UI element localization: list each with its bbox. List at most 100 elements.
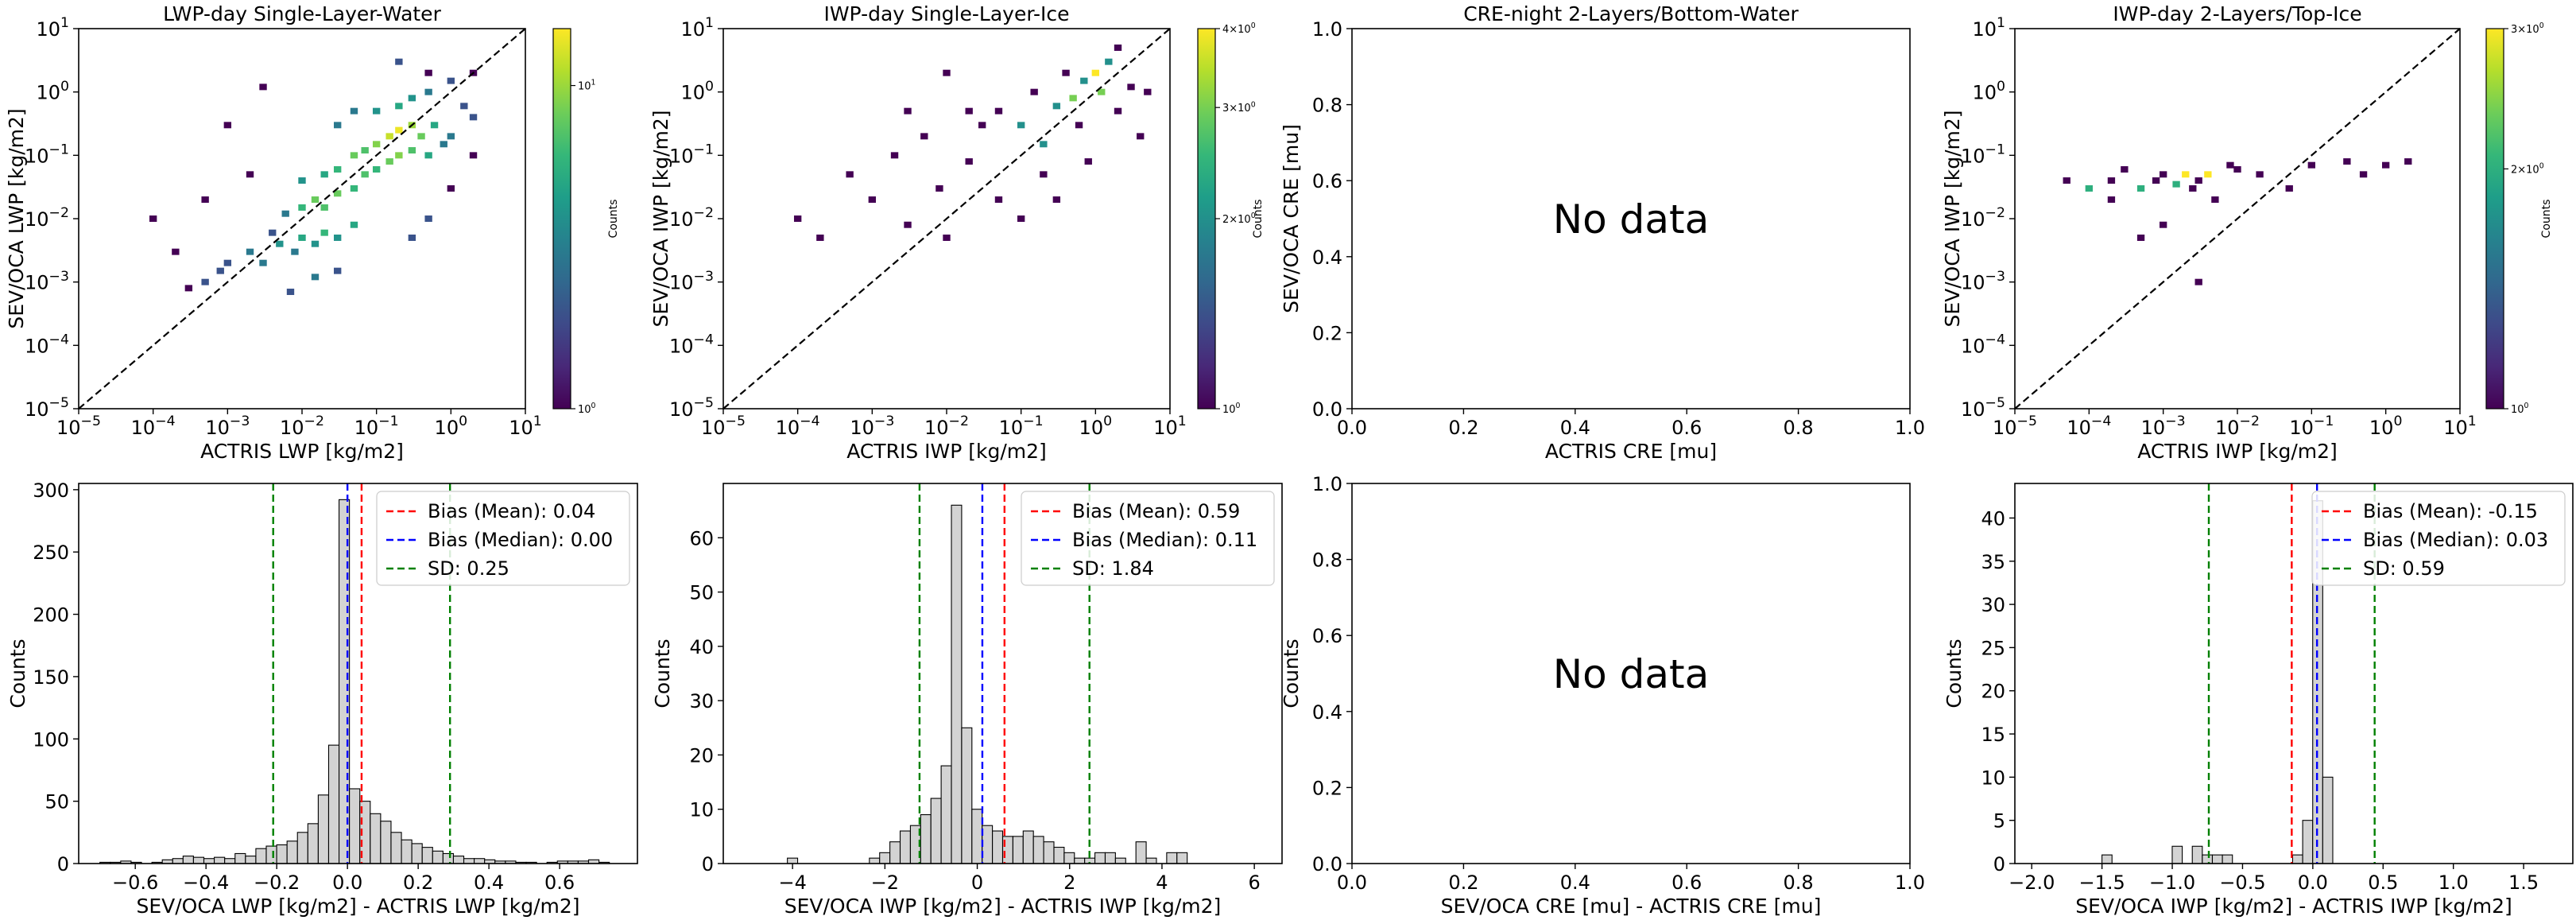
heatmap-cell [334, 122, 342, 129]
tick-exponent: 0 [1236, 402, 1241, 410]
histogram-bar [276, 844, 288, 864]
x-tick-label: 10−1 [354, 413, 399, 439]
histogram-bar [920, 813, 932, 864]
tick-exponent: 0 [2539, 21, 2544, 30]
tick-base: 10 [1153, 417, 1178, 439]
tick-base: 10 [2443, 417, 2468, 439]
y-tick-label: 1.0 [1312, 473, 1342, 495]
y-tick-label: 15 [1981, 724, 2005, 746]
heatmap-cell [201, 196, 209, 204]
y-tick-label: 1.0 [1312, 18, 1342, 41]
heatmap-cell [334, 166, 342, 173]
heatmap-cell [965, 158, 973, 165]
x-tick-label: 1.5 [2508, 871, 2539, 894]
histogram-bar [349, 788, 361, 864]
x-tick-label: 0.8 [1784, 417, 1814, 439]
tick-exponent: 1 [60, 15, 69, 31]
x-tick-label: 10−1 [2289, 413, 2334, 439]
x-tick-label: −0.6 [112, 871, 158, 894]
tick-base: 10 [999, 417, 1024, 439]
y-tick-label: 10−3 [1961, 269, 2005, 294]
x-tick-label: 0.0 [332, 871, 362, 894]
histogram-bar [971, 809, 983, 864]
x-tick-label: 6 [1248, 871, 1260, 894]
histogram-bar [1022, 830, 1034, 864]
histogram-bar [2191, 845, 2203, 864]
histogram-bar [1104, 852, 1116, 864]
tick-exponent: 0 [591, 402, 596, 410]
x-tick-label: 0.4 [474, 871, 504, 894]
tick-base: 10 [2511, 404, 2524, 416]
y-tick-label: 25 [1981, 637, 2005, 659]
y-tick-label: 0.2 [1312, 322, 1342, 344]
tick-exponent: 0 [1997, 79, 2005, 95]
tick-exponent: 0 [2524, 402, 2529, 410]
tick-exponent: −2 [949, 413, 969, 429]
tick-base: 10 [25, 398, 49, 421]
tick-exponent: 0 [1251, 100, 1256, 109]
heatmap-cell [994, 196, 1003, 204]
tick-exponent: −5 [694, 395, 714, 411]
x-tick-label: −2.0 [2009, 871, 2055, 894]
tick-base: 2×10 [2511, 164, 2539, 176]
histogram-bar [2211, 854, 2223, 864]
legend-frame [1021, 491, 1275, 586]
histogram-bar [203, 858, 215, 864]
y-tick-label: 20 [689, 744, 714, 767]
tick-base: 10 [1961, 145, 1985, 167]
x-tick-label: −1.5 [2078, 871, 2125, 894]
legend: Bias (Mean): -0.15 Bias (Median): 0.03 SD:… [2311, 491, 2566, 586]
histogram-bar [401, 839, 413, 864]
heatmap-cell [395, 103, 403, 110]
histogram-bar [317, 794, 330, 864]
histogram-bar [172, 858, 184, 864]
heatmap-cell [424, 88, 432, 95]
heatmap-cell [246, 171, 254, 178]
colorbar-tick-label: 2×100 [2511, 162, 2544, 177]
tick-base: 10 [669, 145, 694, 167]
heatmap-cell [978, 122, 986, 129]
heatmap-cell [1091, 69, 1100, 76]
chart-7: −2.0 −1.5 −1.0 −0.5 0.0 0.5 1.0 1.5 0 5 10 15 20 25 30… [1943, 483, 2574, 918]
tick-base: 10 [1972, 18, 1997, 41]
histogram-bar [307, 823, 319, 864]
x-tick-label: 101 [509, 413, 542, 439]
heatmap-cell [469, 152, 478, 159]
no-data-annotation: No data [1553, 651, 1710, 697]
histogram-bar [1176, 852, 1188, 864]
heatmap-cell [1114, 44, 1122, 51]
heatmap-cell [447, 77, 455, 84]
histogram-bar [463, 858, 475, 864]
heatmap-cell [223, 259, 232, 266]
heatmap-cell [1069, 95, 1077, 102]
histogram-bar [1114, 857, 1126, 864]
y-tick-label: 0.0 [1312, 398, 1342, 421]
heatmap-cell [334, 267, 342, 274]
tick-base: 10 [25, 145, 49, 167]
heatmap-cell [395, 152, 403, 159]
tick-exponent: −2 [49, 205, 69, 221]
histogram-bar [940, 765, 952, 864]
histogram-bar [245, 856, 257, 864]
histogram-bar [1043, 841, 1055, 864]
x-tick-label: 10−3 [205, 413, 250, 439]
x-tick-label: −1.0 [2149, 871, 2195, 894]
legend-frame [376, 491, 630, 586]
y-tick-label: 35 [1981, 551, 2005, 573]
y-tick-label: 250 [33, 542, 69, 564]
histogram-bar [255, 848, 267, 864]
heatmap-cell [1052, 103, 1061, 110]
heatmap-cell [149, 215, 157, 222]
tick-exponent: 1 [705, 15, 714, 31]
tick-exponent: −5 [1985, 395, 2005, 411]
y-tick-label: 50 [45, 791, 69, 813]
heatmap-cell [920, 133, 928, 140]
x-tick-label: 0.4 [1560, 871, 1590, 894]
y-tick-label: 10−4 [1961, 332, 2005, 358]
x-tick-label: 0.6 [1671, 417, 1702, 439]
heatmap-cell [2382, 161, 2390, 169]
heatmap-cell [408, 147, 416, 154]
histogram-bar [390, 832, 402, 864]
heatmap-cell [1114, 107, 1122, 115]
histogram-bar [214, 856, 226, 864]
